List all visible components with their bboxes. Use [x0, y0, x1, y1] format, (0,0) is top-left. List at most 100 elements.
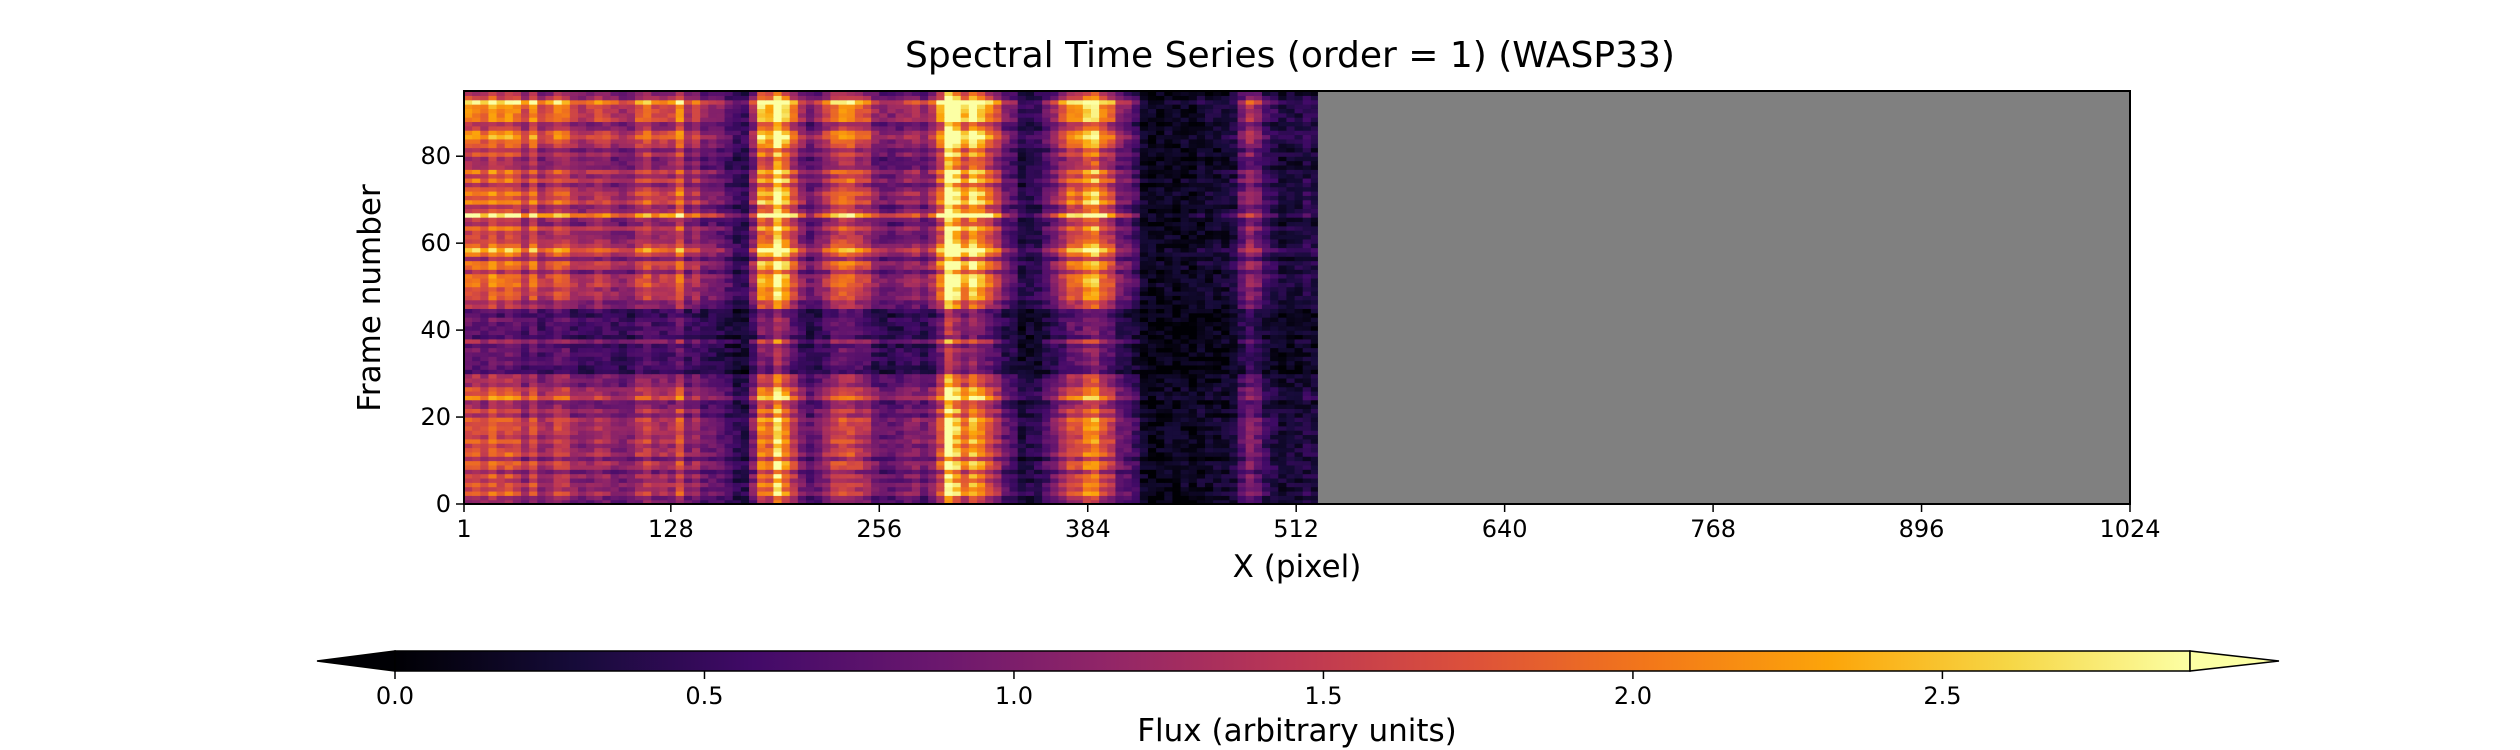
heatmap-cell: [480, 486, 490, 492]
heatmap-cell: [757, 447, 766, 453]
heatmap-cell: [537, 399, 547, 405]
heatmap-cell: [1115, 460, 1125, 466]
heatmap-cell: [529, 299, 538, 305]
heatmap-cell: [862, 473, 872, 479]
heatmap-cell: [561, 343, 571, 349]
heatmap-cell: [1270, 351, 1279, 357]
heatmap-cell: [960, 347, 970, 353]
heatmap-cell: [1139, 443, 1149, 449]
heatmap-cell: [1017, 447, 1027, 453]
heatmap-cell: [1147, 434, 1157, 440]
heatmap-cell: [1058, 312, 1068, 318]
heatmap-cell: [1245, 417, 1255, 422]
heatmap-cell: [1001, 377, 1011, 383]
heatmap-cell: [985, 304, 994, 309]
heatmap-cell: [1107, 473, 1117, 479]
heatmap-cell: [830, 338, 840, 344]
heatmap-cell: [838, 412, 848, 418]
heatmap-cell: [480, 495, 490, 501]
heatmap-cell: [1196, 460, 1206, 466]
heatmap-cell: [1278, 308, 1288, 314]
heatmap-cell: [1229, 325, 1239, 331]
heatmap-cell: [1286, 404, 1296, 409]
heatmap-cell: [724, 399, 734, 405]
heatmap-cell: [887, 390, 897, 396]
heatmap-cell: [757, 360, 766, 366]
heatmap-cell: [488, 443, 498, 449]
heatmap-cell: [838, 451, 848, 457]
heatmap-cell: [708, 334, 718, 340]
heatmap-cell: [667, 347, 677, 353]
heatmap-cell: [1090, 495, 1100, 501]
heatmap-cell: [846, 308, 856, 314]
heatmap-cell: [716, 425, 726, 431]
heatmap-cell: [1229, 338, 1239, 344]
heatmap-cell: [464, 304, 473, 309]
heatmap-cell: [594, 469, 604, 475]
heatmap-cell: [675, 321, 685, 327]
heatmap-cell: [1090, 317, 1100, 323]
heatmap-cell: [757, 477, 766, 483]
heatmap-cell: [692, 377, 701, 383]
heatmap-cell: [1017, 412, 1027, 418]
heatmap-cell: [1009, 417, 1019, 422]
heatmap-cell: [683, 447, 693, 453]
heatmap-cell: [1033, 317, 1043, 323]
heatmap-cell: [586, 351, 595, 357]
heatmap-cell: [895, 360, 905, 366]
heatmap-cell: [545, 469, 555, 475]
heatmap-cell: [1090, 412, 1100, 418]
heatmap-cell: [635, 347, 644, 353]
heatmap-cell: [1310, 499, 1318, 505]
heatmap-cell: [740, 373, 750, 379]
heatmap-cell: [968, 408, 978, 414]
heatmap-cell: [594, 443, 604, 449]
heatmap-cell: [1221, 495, 1231, 501]
heatmap-cell: [1302, 356, 1312, 362]
heatmap-cell: [985, 317, 994, 323]
heatmap-cell: [700, 399, 709, 405]
heatmap-cell: [610, 347, 620, 353]
heatmap-cell: [976, 499, 986, 505]
heatmap-cell: [716, 412, 726, 418]
heatmap-cell: [985, 386, 994, 392]
heatmap-cell: [602, 330, 612, 336]
heatmap-cell: [911, 438, 921, 444]
heatmap-cell: [643, 377, 652, 383]
heatmap-cell: [854, 469, 864, 475]
heatmap-cell: [1058, 308, 1068, 314]
heatmap-cell: [561, 495, 571, 501]
heatmap-cell: [1123, 477, 1133, 483]
heatmap-cell: [521, 399, 530, 405]
heatmap-cell: [1204, 395, 1214, 401]
heatmap-cell: [797, 408, 807, 414]
heatmap-cell: [765, 373, 775, 379]
heatmap-cell: [1074, 486, 1084, 492]
heatmap-cell: [545, 330, 555, 336]
heatmap-cell: [1310, 317, 1318, 323]
heatmap-cell: [936, 347, 946, 353]
heatmap-cell: [919, 304, 929, 309]
heatmap-cell: [985, 486, 994, 492]
heatmap-cell: [1042, 304, 1051, 309]
heatmap-cell: [1204, 425, 1214, 431]
heatmap-cell: [675, 377, 685, 383]
heatmap-cell: [1237, 312, 1247, 318]
heatmap-cell: [1172, 456, 1182, 462]
heatmap-cell: [1237, 473, 1247, 479]
heatmap-cell: [928, 477, 937, 483]
heatmap-cell: [919, 464, 929, 470]
heatmap-cell: [976, 317, 986, 323]
heatmap-cell: [993, 382, 1003, 388]
heatmap-cell: [1131, 373, 1141, 379]
heatmap-cell: [985, 430, 994, 436]
heatmap-cell: [1058, 412, 1068, 418]
heatmap-cell: [1278, 482, 1288, 488]
heatmap-cell: [1123, 495, 1133, 501]
heatmap-cell: [1180, 469, 1190, 475]
heatmap-cell: [667, 456, 677, 462]
heatmap-cell: [1164, 338, 1174, 344]
heatmap-cell: [846, 386, 856, 392]
heatmap-cell: [1058, 356, 1068, 362]
heatmap-cell: [1033, 308, 1043, 314]
